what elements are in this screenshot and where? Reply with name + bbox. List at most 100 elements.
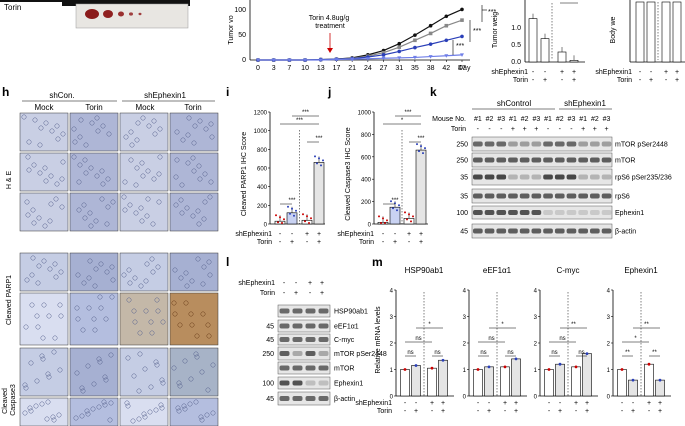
sig-label: ns — [551, 350, 557, 356]
tissue-texture — [98, 305, 104, 311]
condition-row-label: shEphexin1 — [491, 69, 528, 76]
tissue-texture — [58, 269, 64, 275]
tissue-texture — [41, 258, 47, 264]
tissue-texture — [137, 330, 143, 336]
condition-row-label: shEphexin1 — [238, 280, 275, 287]
tissue-texture — [128, 129, 134, 135]
tissue-texture — [206, 259, 212, 265]
sig-label: ns — [415, 336, 421, 342]
bar — [544, 369, 554, 397]
blot-band — [531, 193, 542, 199]
row-label: Cleaved PARP1 — [6, 275, 13, 325]
data-point — [381, 53, 386, 57]
tissue-texture — [129, 142, 135, 148]
lane-headers: shEphexin1 - - + + Torin - + - + — [238, 280, 324, 297]
data-point — [418, 150, 420, 153]
tissue-texture — [204, 412, 210, 418]
blot-band — [590, 193, 600, 199]
data-point — [404, 211, 406, 214]
mouse-id: #3 — [497, 116, 505, 123]
blot-band — [590, 141, 600, 147]
sig-label: * — [634, 336, 637, 342]
tissue-texture — [125, 403, 131, 409]
sig-label: ns — [507, 350, 513, 356]
bar — [484, 366, 494, 397]
panel-label: j — [327, 85, 331, 99]
blot-band — [519, 157, 530, 163]
blot-band — [590, 210, 600, 215]
tissue-texture — [93, 266, 99, 272]
data-point — [514, 357, 518, 361]
blot-strip — [471, 168, 613, 186]
band-label: β-actin — [334, 396, 355, 403]
blot-band — [543, 141, 553, 147]
condition-sign: + — [419, 231, 423, 238]
band-label: C-myc — [334, 337, 355, 344]
tissue-texture — [143, 308, 149, 314]
tissue-texture — [78, 117, 84, 123]
mouse-id: #2 — [486, 116, 494, 123]
data-point — [289, 212, 291, 215]
tissue-texture — [196, 163, 202, 169]
ihc-image — [169, 192, 219, 232]
band-label: β-actin — [615, 229, 636, 236]
tissue-texture — [82, 215, 88, 221]
mouse-id: #2 — [556, 116, 564, 123]
blot-band — [578, 228, 588, 234]
mouse-id: #1 — [579, 116, 587, 123]
y-tick-label: 3 — [390, 315, 394, 321]
y-tick-label: 1200 — [254, 111, 268, 117]
blot-band — [318, 323, 329, 329]
y-tick-label: 0 — [534, 395, 538, 401]
y-tick-label: 4 — [390, 289, 394, 295]
data-point — [308, 222, 310, 224]
bar — [569, 60, 579, 63]
blot-band — [554, 174, 565, 180]
tissue-texture — [154, 297, 160, 303]
data-point — [413, 33, 417, 37]
tissue-texture — [207, 272, 213, 278]
x-unit-label: Day — [458, 65, 471, 72]
tissue-texture — [22, 410, 28, 416]
data-point — [293, 214, 295, 217]
blot-band — [279, 396, 290, 401]
tissue-texture — [138, 205, 144, 211]
condition-sign: + — [658, 400, 662, 407]
tissue-texture — [43, 178, 49, 184]
tissue-texture — [128, 157, 134, 163]
ihc-image — [19, 112, 69, 152]
condition-sign: + — [585, 400, 589, 407]
condition-sign: + — [675, 77, 679, 84]
band-label: eEF1α1 — [334, 324, 359, 331]
data-point — [428, 42, 433, 46]
chart-title: C-myc — [556, 266, 579, 275]
tissue-texture — [108, 352, 114, 358]
x-tick-label: 27 — [380, 65, 388, 72]
bar — [655, 379, 665, 397]
tissue-texture — [25, 212, 31, 218]
tissue-texture — [133, 210, 139, 216]
tissue-texture — [206, 333, 212, 339]
data-point — [397, 45, 402, 49]
y-tick-label: 0 — [242, 57, 246, 64]
tissue-texture — [127, 280, 133, 286]
tissue-texture — [189, 278, 195, 284]
data-point — [430, 366, 434, 370]
ihc-image — [69, 347, 119, 397]
blot-band — [496, 157, 507, 163]
mouse-no-label: Mouse No. — [432, 116, 466, 123]
data-point — [460, 7, 464, 12]
tissue-texture — [27, 405, 33, 411]
bar — [400, 369, 410, 397]
data-point — [413, 38, 417, 43]
ihc-image — [69, 397, 119, 426]
growth-y-label: Tumor vo — [228, 15, 235, 44]
blot-strip — [277, 346, 331, 361]
ihc-image — [119, 112, 169, 152]
y-tick-label: 2 — [463, 342, 467, 348]
data-point — [314, 155, 316, 158]
torin-row-label: Torin — [4, 3, 21, 12]
col-header: Torin — [85, 103, 102, 112]
mw-marker: 100 — [456, 210, 468, 217]
